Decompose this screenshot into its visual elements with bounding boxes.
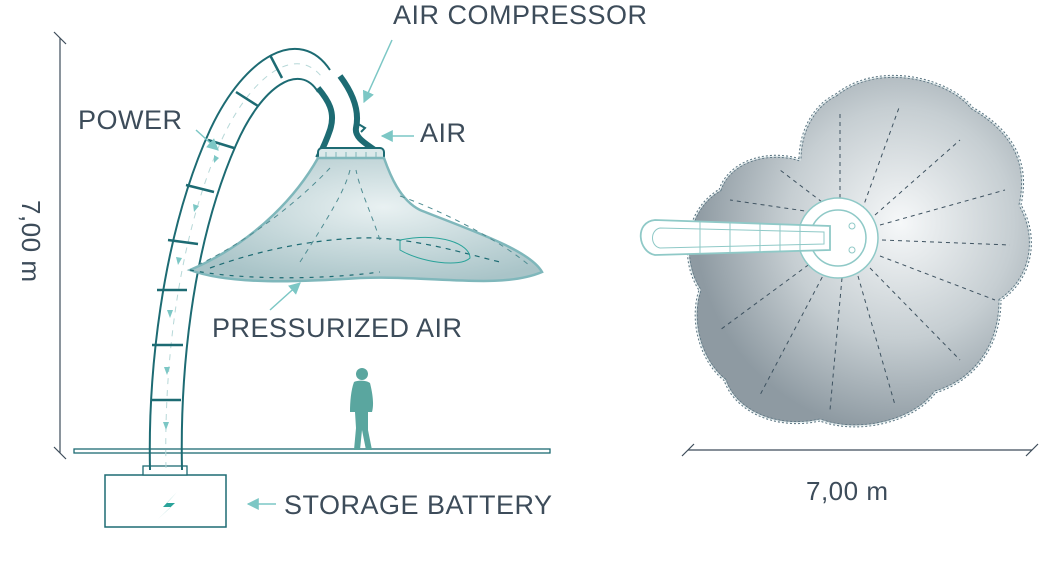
- inflatable-canopy-plan: [639, 74, 1032, 428]
- air-label: AIR: [420, 118, 467, 148]
- lightning-bolt-icon: [158, 492, 177, 519]
- person-walking-icon: [350, 368, 374, 450]
- power-label: POWER: [78, 105, 183, 135]
- height-dimension-line: [53, 31, 67, 460]
- ground-line: [73, 448, 551, 454]
- air-compressor-label: AIR COMPRESSOR: [393, 0, 648, 30]
- height-dimension-label: 7,00 m: [16, 200, 46, 283]
- pressurized-air-label: PRESSURIZED AIR: [212, 313, 463, 343]
- storage-battery-box: [104, 465, 227, 528]
- air-compressor-head: [315, 74, 385, 160]
- storage-battery-label: STORAGE BATTERY: [284, 490, 553, 520]
- width-dimension-label: 7,00 m: [806, 476, 889, 506]
- leader-lines: [195, 39, 414, 510]
- curved-mast: [148, 47, 331, 471]
- width-dimension-line: [681, 443, 1039, 457]
- inflatable-canopy-side: [186, 156, 544, 283]
